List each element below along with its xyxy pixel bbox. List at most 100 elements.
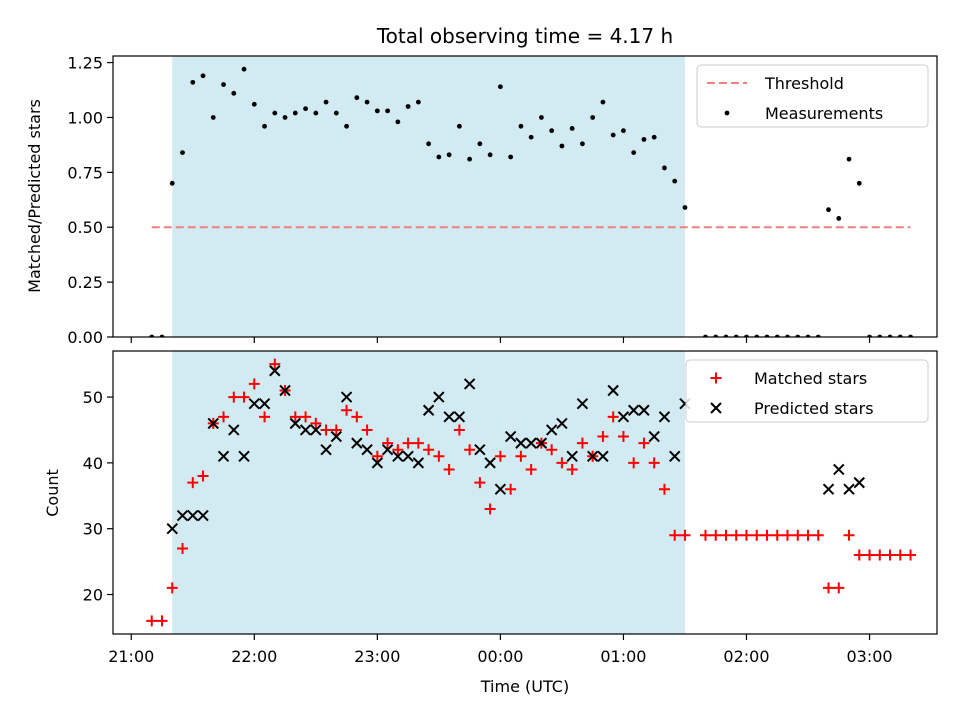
y-tick-label: 1.25	[67, 54, 103, 73]
measurement-point	[549, 128, 555, 134]
matched-star-point	[566, 463, 578, 475]
predicted-star-point	[525, 437, 537, 449]
predicted-star-point	[197, 509, 209, 522]
predicted-star-point	[381, 444, 394, 456]
measurement-point	[621, 128, 626, 134]
matched-star-point	[792, 529, 804, 541]
measurement-point	[600, 99, 606, 105]
matched-star-point	[505, 483, 517, 495]
predicted-star-point	[669, 450, 681, 463]
matched-star-point	[402, 437, 414, 449]
bottom-panel: 20 30 40 50 21:00 22:00 23:00 00:00 01:00 02:00 03…	[83, 350, 938, 666]
matched-star-point	[361, 424, 373, 436]
predicted-star-point	[515, 437, 527, 449]
predicted-star-point	[484, 457, 496, 469]
axes-frame	[112, 350, 938, 635]
legend-box	[696, 64, 929, 128]
measurement-point	[262, 123, 267, 129]
matched-star-point	[628, 457, 640, 469]
matched-star-point	[894, 549, 906, 561]
matched-star-point	[146, 615, 158, 627]
chart-title: Total observing time = 4.17 h	[376, 24, 673, 48]
top-panel: 0.00 0.25 0.50 0.75 1.00 1.25 Threshold Measure…	[67, 54, 938, 347]
matched-star-point	[166, 582, 178, 594]
matched-star-point	[392, 444, 404, 456]
matched-star-point	[546, 444, 558, 456]
matched-star-point	[699, 529, 711, 541]
predicted-star-point	[289, 417, 302, 430]
x-tick-label: 23:00	[354, 647, 400, 666]
series-matched-stars	[146, 358, 917, 627]
measurement-point	[344, 123, 349, 129]
matched-star-point	[484, 503, 496, 515]
measurement-point	[467, 156, 473, 162]
y-tick-label: 0.25	[67, 273, 103, 292]
matched-star-point	[525, 463, 537, 475]
x-tick-label: 21:00	[108, 647, 154, 666]
legend: Matched stars Predicted stars	[685, 359, 929, 423]
matched-star-point	[330, 424, 342, 436]
measurement-point	[354, 95, 360, 101]
matched-star-point	[884, 549, 896, 561]
measurement-point	[221, 82, 226, 87]
matched-star-point	[412, 437, 424, 449]
matched-star-point	[443, 463, 455, 475]
measurement-point	[477, 141, 483, 147]
matched-star-point	[228, 391, 240, 403]
y-tick-label: 50	[83, 388, 103, 407]
matched-star-point	[218, 411, 230, 423]
matched-star-point	[782, 529, 794, 541]
measurement-point	[497, 84, 503, 90]
measurement-point	[631, 150, 637, 155]
predicted-star-point	[566, 450, 578, 463]
top-y-axis-label: Matched/Predicted stars	[25, 99, 44, 293]
matched-star-point	[679, 529, 691, 541]
y-tick-label: 1.00	[67, 108, 103, 127]
predicted-star-point	[361, 444, 373, 456]
matched-star-point	[310, 417, 322, 429]
matched-star-point	[464, 444, 476, 456]
matched-star-point	[720, 529, 732, 541]
measurement-point	[415, 99, 421, 105]
matched-star-point	[320, 424, 332, 436]
predicted-star-point	[833, 463, 845, 476]
predicted-star-point	[453, 411, 466, 423]
matched-star-point	[238, 391, 250, 403]
legend-label: Threshold	[764, 74, 844, 93]
matched-star-point	[248, 378, 260, 390]
predicted-star-point	[248, 397, 261, 410]
x-tick-label: 00:00	[477, 647, 523, 666]
matched-star-point	[269, 358, 281, 370]
measurement-point	[292, 110, 298, 116]
matched-star-point	[300, 411, 312, 423]
measurement-point	[282, 115, 288, 120]
plot-area	[149, 66, 913, 337]
measurement-point	[672, 178, 678, 184]
matched-star-point	[259, 411, 271, 423]
x-tick-label: 03:00	[846, 647, 892, 666]
measurement-point	[682, 205, 688, 210]
predicted-star-point	[238, 450, 250, 463]
measurement-point	[190, 79, 196, 85]
matched-star-point	[433, 450, 445, 462]
matched-star-point	[177, 542, 189, 554]
matched-star-point	[648, 457, 660, 469]
measurement-point	[836, 216, 842, 221]
bottom-y-axis-label: Count	[43, 469, 62, 517]
matched-star-point	[197, 470, 209, 482]
legend: Threshold Measurements	[696, 64, 929, 128]
y-tick-label: 40	[83, 454, 103, 473]
x-axis-label: Time (UTC)	[480, 677, 569, 696]
matched-star-point	[669, 529, 681, 541]
measurement-point	[641, 137, 647, 142]
measurement-point	[610, 132, 616, 138]
predicted-star-point	[299, 424, 312, 436]
predicted-star-point	[443, 411, 455, 423]
measurement-point	[846, 156, 852, 162]
predicted-star-point	[279, 384, 291, 397]
matched-star-point	[515, 450, 527, 462]
measurement-point	[436, 154, 442, 160]
y-tick-label: 30	[83, 520, 103, 539]
matched-star-point	[638, 437, 650, 449]
predicted-star-point	[586, 450, 599, 463]
